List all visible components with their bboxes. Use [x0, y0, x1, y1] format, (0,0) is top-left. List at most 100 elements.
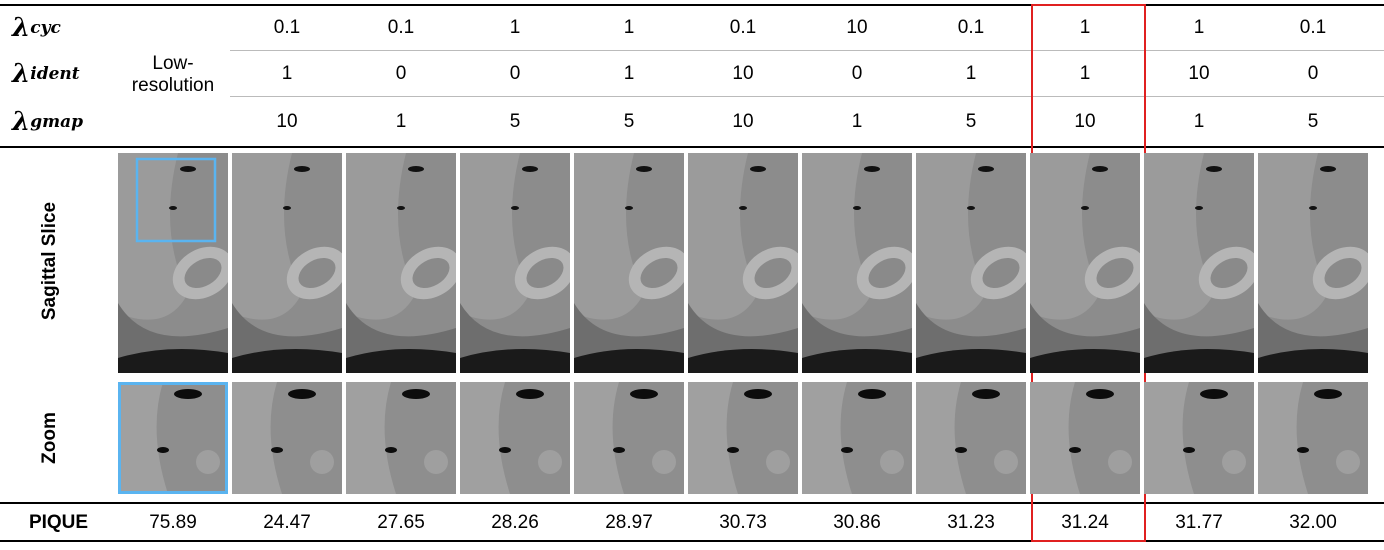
- zoom-image: [802, 382, 912, 494]
- parameter-value: 1: [281, 62, 293, 84]
- image-shape: [298, 257, 336, 289]
- parameter-value: 0.1: [1299, 17, 1327, 38]
- image-shape: [574, 349, 684, 373]
- parameter-value: 1: [395, 110, 407, 132]
- image-shape: [232, 153, 302, 320]
- image-shape: [522, 166, 538, 172]
- image-shape: [636, 166, 652, 172]
- image-shape: [916, 382, 966, 494]
- image-shape: [1144, 382, 1194, 494]
- zoom-image: [232, 382, 342, 494]
- zoom-image: [460, 382, 570, 494]
- parameter-value: 1: [851, 110, 863, 132]
- parameter-value: 1: [1079, 62, 1091, 84]
- image-shape: [118, 382, 228, 494]
- image-shape: [982, 257, 1020, 289]
- parameter-value: 5: [1307, 110, 1319, 132]
- image-shape: [858, 389, 886, 399]
- metric-value: 31.77: [1175, 512, 1223, 533]
- image-shape: [1144, 153, 1214, 320]
- parameter-value: 0.1: [387, 17, 415, 38]
- image-shape: [1222, 450, 1246, 474]
- image-shape: [613, 447, 625, 453]
- image-shape: [184, 257, 222, 289]
- parameter-value: 10: [846, 17, 868, 38]
- parameter-value: 0.1: [273, 17, 301, 38]
- metric-value: 75.89: [149, 512, 197, 533]
- image-shape: [754, 257, 792, 289]
- metric-value: 30.73: [719, 512, 767, 533]
- header-rule: [0, 146, 1384, 148]
- image-shape: [1030, 153, 1100, 320]
- image-shape: [994, 450, 1018, 474]
- image-shape: [1336, 450, 1360, 474]
- metric-value: 32.00: [1289, 512, 1337, 533]
- zoom-image: [118, 382, 228, 494]
- parameter-value: 1: [965, 62, 977, 84]
- image-shape: [972, 389, 1000, 399]
- image-shape: [526, 257, 564, 289]
- parameter-value: 1: [1193, 110, 1205, 132]
- image-shape: [346, 382, 396, 494]
- image-shape: [460, 153, 530, 320]
- image-shape: [1200, 389, 1228, 399]
- parameter-subscript: ident: [30, 63, 80, 84]
- parameter-value: 10: [732, 110, 754, 132]
- image-shape: [744, 389, 772, 399]
- image-shape: [640, 257, 678, 289]
- image-shape: [1258, 153, 1328, 320]
- image-shape: [652, 450, 676, 474]
- sagittal-image: [916, 153, 1026, 373]
- image-shape: [1030, 349, 1140, 373]
- parameter-symbol: λ: [12, 13, 31, 43]
- image-shape: [135, 157, 217, 243]
- image-shape: [1069, 447, 1081, 453]
- image-shape: [1030, 382, 1080, 494]
- image-shape: [1258, 349, 1368, 373]
- metric-rule: [0, 502, 1384, 504]
- image-shape: [232, 349, 342, 373]
- image-shape: [802, 382, 852, 494]
- row-rule: [230, 96, 1384, 97]
- metric-value: 28.26: [491, 512, 539, 533]
- image-shape: [385, 447, 397, 453]
- parameter-value: 1: [1079, 17, 1091, 38]
- sagittal-image: [232, 153, 342, 373]
- parameter-value: 0: [395, 62, 407, 84]
- metric-value: 31.23: [947, 512, 995, 533]
- metric-value: 27.65: [377, 512, 425, 533]
- image-shape: [1309, 206, 1317, 210]
- image-shape: [880, 450, 904, 474]
- image-shape: [1086, 389, 1114, 399]
- sagittal-image: [1258, 153, 1368, 373]
- parameter-value: 1: [623, 62, 635, 84]
- image-shape: [1092, 166, 1108, 172]
- image-shape: [174, 389, 202, 399]
- zoom-image: [1258, 382, 1368, 494]
- image-shape: [688, 382, 738, 494]
- metric-value: 28.97: [605, 512, 653, 533]
- sagittal-image: [118, 153, 228, 373]
- image-shape: [955, 447, 967, 453]
- sagittal-image: [346, 153, 456, 373]
- image-shape: [271, 447, 283, 453]
- image-shape: [118, 349, 228, 373]
- zoom-image: [574, 382, 684, 494]
- image-shape: [118, 153, 188, 320]
- image-shape: [1144, 349, 1254, 373]
- image-shape: [397, 206, 405, 210]
- parameter-subscript: cyc: [30, 18, 61, 38]
- metric-value: 30.86: [833, 512, 881, 533]
- sagittal-image: [688, 153, 798, 373]
- zoom-image: [688, 382, 798, 494]
- image-shape: [630, 389, 658, 399]
- image-shape: [283, 206, 291, 210]
- image-shape: [802, 349, 912, 373]
- sagittal-image: [460, 153, 570, 373]
- image-shape: [460, 349, 570, 373]
- image-shape: [499, 447, 511, 453]
- image-shape: [1210, 257, 1248, 289]
- parameter-symbol: λ: [12, 106, 31, 137]
- parameter-value: 10: [732, 62, 754, 84]
